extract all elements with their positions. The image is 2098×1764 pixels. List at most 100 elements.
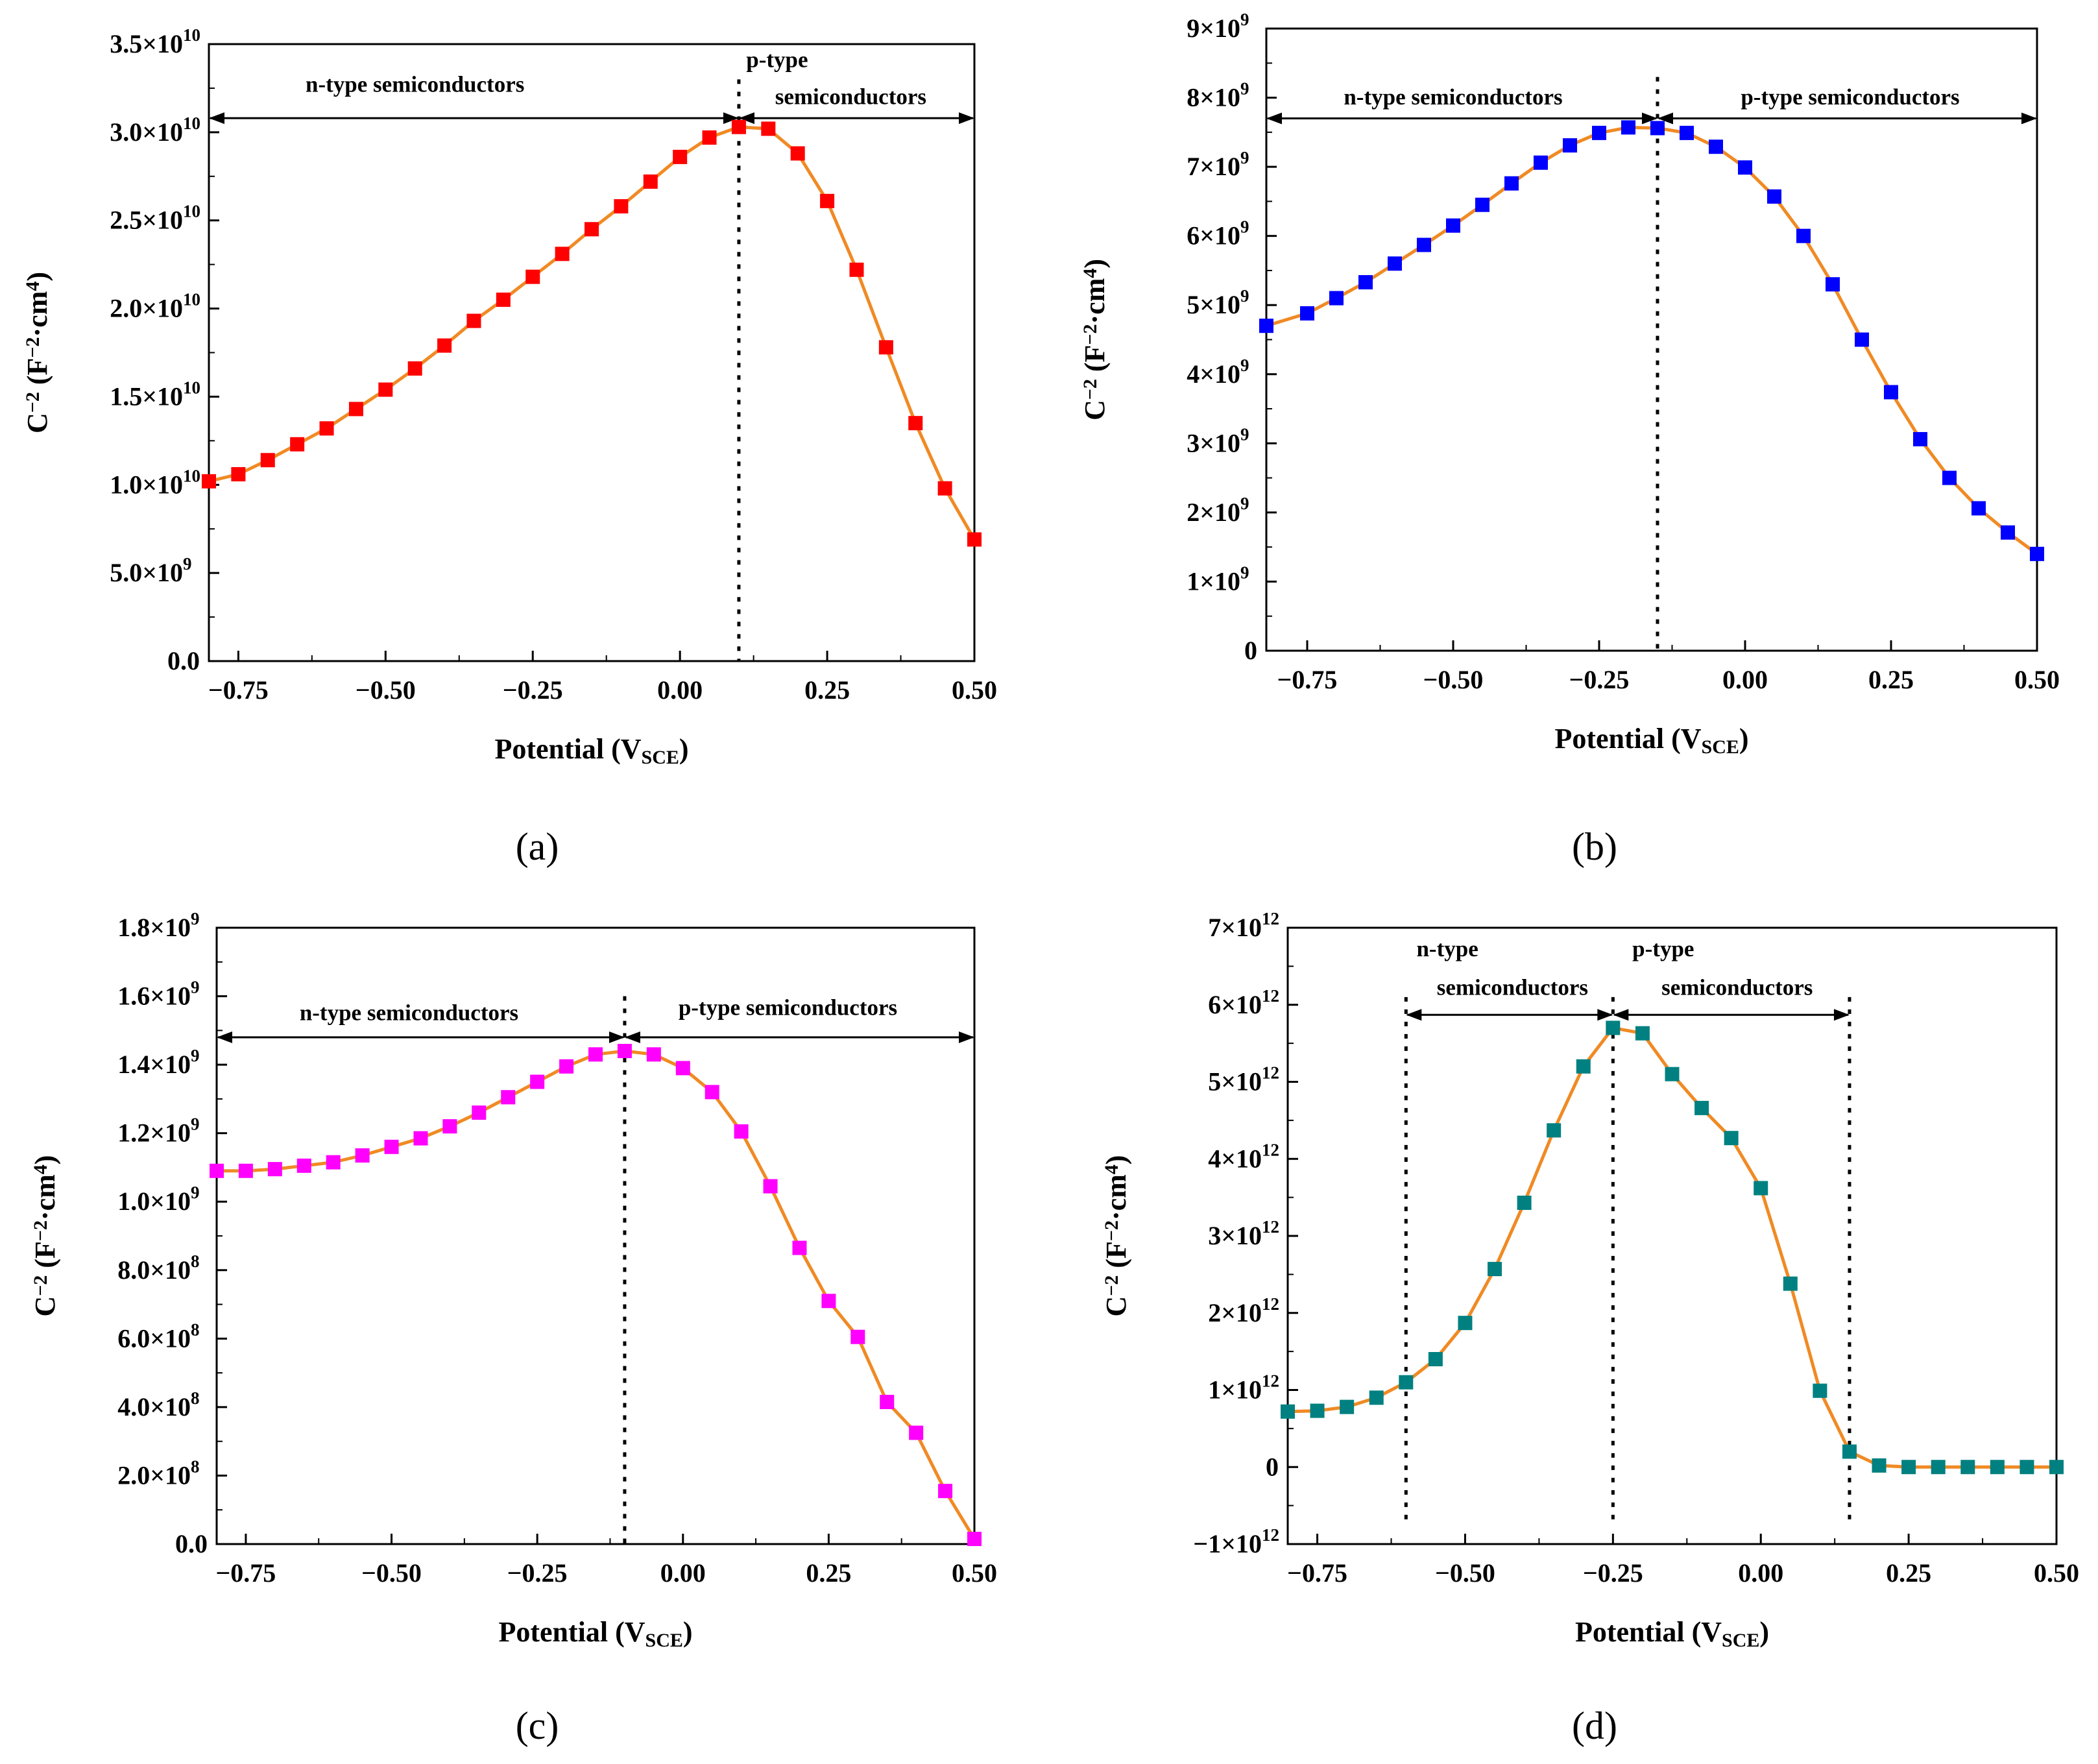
panel-label: (c)	[516, 1704, 559, 1747]
y-tick-exponent: 9	[1240, 424, 1249, 444]
data-point	[496, 292, 511, 307]
data-point	[908, 416, 923, 431]
y-tick-exponent: 12	[1262, 1525, 1279, 1545]
y-tick-exponent: 10	[183, 202, 200, 221]
y-tick-exponent: 8	[191, 1320, 200, 1339]
data-point	[1724, 1131, 1739, 1146]
x-axis-title: Potential (VSCE)	[498, 1616, 692, 1651]
y-tick-label: 6.0×10	[117, 1323, 191, 1353]
arrow-head-right	[1642, 112, 1658, 125]
data-point	[820, 193, 835, 208]
region-label: p-type semiconductors	[1741, 84, 1959, 110]
data-point	[1534, 155, 1548, 170]
y-tick-label: 3×10	[1187, 428, 1240, 457]
y-axis-title: C−2 (F−2·cm4)	[21, 272, 53, 433]
data-point	[290, 437, 305, 452]
region-label: n-type semiconductors	[306, 71, 524, 97]
plot-frame	[208, 43, 976, 662]
region-label: n-type semiconductors	[1344, 84, 1562, 110]
data-point	[1901, 1460, 1916, 1475]
y-tick-label: 6×10	[1208, 990, 1262, 1019]
region-label: n-type	[1416, 936, 1478, 961]
data-point	[1650, 121, 1665, 136]
data-point	[1813, 1383, 1827, 1398]
data-point	[1754, 1181, 1768, 1196]
data-point	[1517, 1195, 1532, 1210]
data-point	[501, 1090, 516, 1105]
data-point	[260, 453, 275, 468]
data-point	[202, 474, 216, 489]
y-tick-label: 1×10	[1187, 566, 1240, 596]
arrow-head-right	[723, 112, 739, 125]
data-point	[763, 1179, 778, 1194]
data-point	[1971, 501, 1986, 516]
arrow-head-right	[959, 112, 974, 125]
y-tick-label: 2.5×10	[110, 206, 183, 235]
y-tick-label: 0	[1266, 1452, 1279, 1481]
x-axis-title: Potential (VSCE)	[1575, 1616, 1769, 1651]
data-point	[466, 313, 481, 328]
data-point	[675, 1061, 690, 1076]
data-point	[850, 1329, 865, 1344]
data-point	[442, 1119, 457, 1134]
data-point	[238, 1163, 253, 1178]
data-point	[938, 1484, 953, 1499]
data-point	[1842, 1444, 1857, 1459]
data-point	[1990, 1460, 2005, 1475]
y-tick-exponent: 8	[191, 1456, 200, 1476]
y-tick-exponent: 9	[1240, 148, 1249, 167]
data-point	[1488, 1262, 1502, 1277]
y-tick-exponent: 9	[191, 1115, 200, 1134]
data-point	[646, 1047, 661, 1062]
y-tick-label: 1.6×10	[117, 982, 191, 1011]
data-point	[1592, 125, 1606, 140]
y-tick-label: 1.0×10	[117, 1187, 191, 1216]
y-tick-label: 2.0×10	[110, 294, 183, 323]
data-point	[472, 1106, 487, 1120]
arrow-head-left	[738, 112, 754, 125]
x-tick-label: −0.50	[1423, 665, 1484, 694]
data-point	[1931, 1460, 1946, 1475]
y-tick-exponent: 9	[183, 554, 192, 574]
y-tick-exponent: 12	[1262, 1294, 1279, 1314]
data-point	[1563, 138, 1577, 153]
data-point	[407, 361, 422, 376]
arrow-head-right	[1597, 1009, 1613, 1021]
y-tick-label: 5×10	[1208, 1067, 1262, 1096]
y-tick-label: 1.2×10	[117, 1118, 191, 1148]
data-point	[1826, 277, 1840, 292]
data-point	[1458, 1316, 1473, 1331]
panel-label: (d)	[1572, 1704, 1617, 1747]
y-tick-label: 2×10	[1208, 1298, 1262, 1327]
y-tick-exponent: 9	[191, 1183, 200, 1202]
y-tick-label: 3×10	[1208, 1221, 1262, 1250]
data-point	[585, 222, 599, 237]
data-point	[1783, 1276, 1798, 1291]
y-tick-label: 1.5×10	[110, 381, 183, 411]
arrow-head-left	[1266, 112, 1282, 125]
region-label: semiconductors	[1437, 974, 1588, 1000]
data-point	[1300, 306, 1314, 321]
region-label: p-type semiconductors	[679, 995, 897, 1021]
data-point	[1709, 139, 1723, 154]
data-point	[555, 247, 570, 261]
x-tick-label: −0.50	[356, 675, 416, 705]
y-tick-label: 3.5×10	[110, 29, 183, 58]
y-tick-exponent: 12	[1262, 1371, 1279, 1391]
y-tick-exponent: 9	[191, 1046, 200, 1065]
y-tick-label: 0.0	[167, 646, 200, 675]
x-tick-label: 0.25	[1868, 665, 1914, 694]
series-line	[217, 1049, 976, 1540]
y-tick-label: 9×10	[1187, 14, 1240, 43]
data-point	[588, 1047, 603, 1062]
data-point	[1913, 431, 1927, 446]
x-tick-label: 0.50	[952, 675, 997, 705]
data-point	[326, 1155, 341, 1170]
data-point	[1475, 197, 1489, 212]
data-point	[617, 1044, 632, 1058]
data-point	[1960, 1460, 1975, 1475]
data-point	[319, 421, 334, 436]
data-point	[1621, 120, 1635, 135]
